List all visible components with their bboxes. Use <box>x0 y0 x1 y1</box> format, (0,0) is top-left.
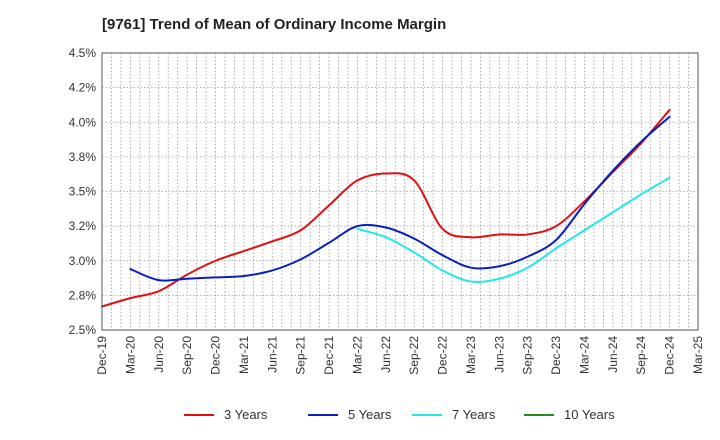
y-tick-label: 4.0% <box>69 115 97 129</box>
series-lines <box>101 108 671 308</box>
legend-label-7-years: 7 Years <box>452 407 496 422</box>
y-tick-label: 3.2% <box>69 219 97 233</box>
x-tick-label: Mar-22 <box>350 336 364 374</box>
series-line-7-years <box>356 176 671 283</box>
y-tick-label: 3.8% <box>69 150 97 164</box>
x-tick-label: Sep-21 <box>294 336 308 375</box>
x-tick-label: Dec-19 <box>95 336 109 375</box>
x-tick-label: Dec-20 <box>209 336 223 375</box>
plot-border <box>101 52 699 331</box>
series-line-3-years <box>101 108 671 308</box>
x-tick-label: Sep-20 <box>180 336 194 375</box>
x-tick-label: Sep-22 <box>407 336 421 375</box>
legend: 3 Years 5 Years 7 Years 10 Years <box>184 407 615 422</box>
x-tick-label: Sep-24 <box>634 336 648 375</box>
grid-lines <box>102 53 698 330</box>
x-tick-label: Jun-21 <box>265 336 279 373</box>
x-tick-label: Jun-24 <box>606 336 620 373</box>
x-tick-label: Dec-24 <box>663 336 677 375</box>
y-tick-label: 2.5% <box>69 323 97 337</box>
x-tick-label: Mar-24 <box>577 336 591 374</box>
series-line-5-years <box>129 115 671 282</box>
y-tick-label: 2.8% <box>69 288 97 302</box>
x-tick-label: Dec-23 <box>549 336 563 375</box>
x-tick-label: Mar-23 <box>464 336 478 374</box>
chart-title: [9761] Trend of Mean of Ordinary Income … <box>102 16 447 33</box>
legend-label-5-years: 5 Years <box>348 407 392 422</box>
x-tick-label: Mar-21 <box>237 336 251 374</box>
x-tick-label: Sep-23 <box>521 336 535 375</box>
y-tick-label: 3.5% <box>69 185 97 199</box>
y-tick-label: 3.0% <box>69 254 97 268</box>
y-axis-ticks: 2.5% 2.8% 3.0% 3.2% 3.5% 3.8% 4.0% 4.2% 4.5% <box>69 46 97 337</box>
x-axis-ticks: Dec-19 Mar-20 Jun-20 Sep-20 Dec-20 Mar-21 Jun-… <box>95 336 705 375</box>
y-tick-label: 4.2% <box>69 81 97 95</box>
x-tick-label: Mar-20 <box>123 336 137 374</box>
legend-label-10-years: 10 Years <box>564 407 615 422</box>
x-tick-label: Dec-22 <box>436 336 450 375</box>
x-tick-label: Dec-21 <box>322 336 336 375</box>
legend-label-3-years: 3 Years <box>224 407 268 422</box>
x-tick-label: Jun-23 <box>492 336 506 373</box>
x-tick-label: Jun-22 <box>379 336 393 373</box>
x-tick-label: Mar-25 <box>691 336 705 374</box>
x-tick-label: Jun-20 <box>152 336 166 373</box>
y-tick-label: 4.5% <box>69 46 97 60</box>
